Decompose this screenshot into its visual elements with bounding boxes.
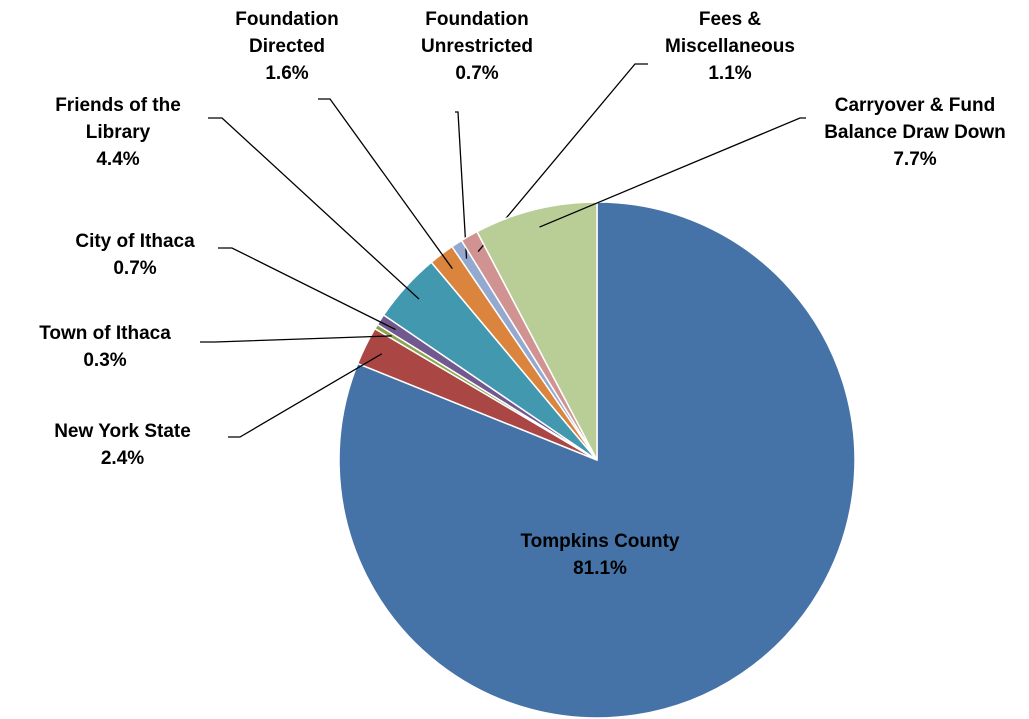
value-label: 0.3% (83, 350, 127, 371)
slice-label: City of Ithaca 0.7% (40, 228, 230, 282)
category-label: Carryover & Fund Balance Draw Down (824, 95, 1006, 143)
category-label: City of Ithaca (75, 231, 195, 252)
category-label: Friends of the Library (55, 95, 181, 143)
value-label: 2.4% (100, 448, 145, 469)
leader-line (228, 353, 383, 438)
category-label: Fees & Miscellaneous (665, 9, 795, 57)
leader-line (477, 63, 648, 252)
slice-label: New York State 2.4% (20, 418, 225, 472)
value-label: 1.6% (265, 63, 309, 84)
value-label: 1.1% (708, 63, 752, 84)
category-label: Foundation Unrestricted (421, 9, 533, 57)
slice-label: Tompkins County 81.1% (475, 528, 725, 582)
pie-slice (475, 201, 598, 461)
slice-label: Town of Ithaca 0.3% (0, 320, 210, 374)
value-label: 0.7% (113, 258, 157, 279)
category-label: Foundation Directed (235, 9, 339, 57)
category-label: New York State (54, 421, 191, 442)
category-label: Tompkins County (520, 531, 680, 552)
value-label: 7.7% (893, 149, 937, 170)
category-label: Town of Ithaca (39, 323, 171, 344)
slice-label: Friends of the Library 4.4% (28, 92, 208, 173)
leader-line (455, 111, 468, 259)
slice-label: Foundation Unrestricted 0.7% (392, 6, 562, 87)
slice-label: Fees & Miscellaneous 1.1% (645, 6, 815, 87)
leader-line (208, 117, 420, 300)
value-label: 81.1% (573, 558, 627, 579)
value-label: 4.4% (96, 149, 140, 170)
leader-line (318, 98, 453, 269)
slice-label: Foundation Directed 1.6% (222, 6, 352, 87)
leader-line (539, 117, 806, 228)
leader-line (200, 335, 392, 343)
slice-label: Carryover & Fund Balance Draw Down 7.7% (820, 92, 1010, 173)
leader-line (218, 247, 396, 331)
value-label: 0.7% (455, 63, 499, 84)
